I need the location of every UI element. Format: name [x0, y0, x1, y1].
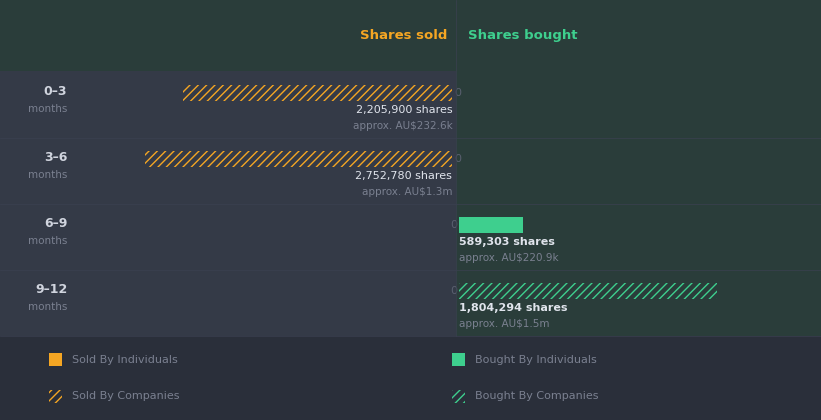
Text: 1,804,294 shares: 1,804,294 shares: [459, 303, 567, 313]
Text: 0: 0: [450, 220, 457, 230]
Text: Bought By Individuals: Bought By Individuals: [475, 354, 596, 365]
Text: 0–3: 0–3: [44, 85, 67, 98]
Text: approx. AU$220.9k: approx. AU$220.9k: [459, 253, 558, 263]
Text: Bought By Companies: Bought By Companies: [475, 391, 598, 402]
Text: approx. AU$1.5m: approx. AU$1.5m: [459, 319, 549, 329]
Bar: [49, 353, 62, 366]
Text: 0: 0: [450, 286, 457, 296]
Text: 9–12: 9–12: [35, 283, 67, 296]
Text: 589,303 shares: 589,303 shares: [459, 237, 555, 247]
Text: Shares sold: Shares sold: [360, 29, 447, 42]
Text: 2,205,900 shares: 2,205,900 shares: [355, 105, 452, 115]
Bar: [452, 353, 465, 366]
Bar: [49, 390, 62, 403]
Text: months: months: [28, 104, 67, 114]
Bar: [183, 85, 452, 100]
Text: 2,752,780 shares: 2,752,780 shares: [355, 171, 452, 181]
Text: months: months: [28, 302, 67, 312]
Text: approx. AU$232.6k: approx. AU$232.6k: [353, 121, 452, 131]
Text: months: months: [28, 170, 67, 180]
Bar: [456, 204, 821, 270]
Bar: [452, 390, 465, 403]
Bar: [459, 283, 717, 299]
Bar: [0, 0, 821, 71]
Bar: [0, 138, 456, 204]
Text: 3–6: 3–6: [44, 151, 67, 164]
Text: 6–9: 6–9: [44, 217, 67, 230]
Bar: [459, 283, 717, 299]
Bar: [145, 151, 452, 167]
Bar: [183, 85, 452, 100]
Bar: [145, 151, 452, 167]
Bar: [0, 71, 456, 138]
Text: 0: 0: [454, 87, 461, 97]
Bar: [456, 270, 821, 336]
Text: Sold By Individuals: Sold By Individuals: [72, 354, 178, 365]
Bar: [49, 390, 62, 403]
Text: Shares bought: Shares bought: [468, 29, 577, 42]
Text: months: months: [28, 236, 67, 246]
Bar: [0, 204, 456, 270]
Bar: [452, 390, 465, 403]
Bar: [456, 71, 821, 138]
Text: 0: 0: [454, 154, 461, 164]
Bar: [0, 270, 456, 336]
Bar: [456, 138, 821, 204]
Text: Sold By Companies: Sold By Companies: [72, 391, 180, 402]
Bar: [459, 217, 523, 233]
Text: approx. AU$1.3m: approx. AU$1.3m: [362, 187, 452, 197]
